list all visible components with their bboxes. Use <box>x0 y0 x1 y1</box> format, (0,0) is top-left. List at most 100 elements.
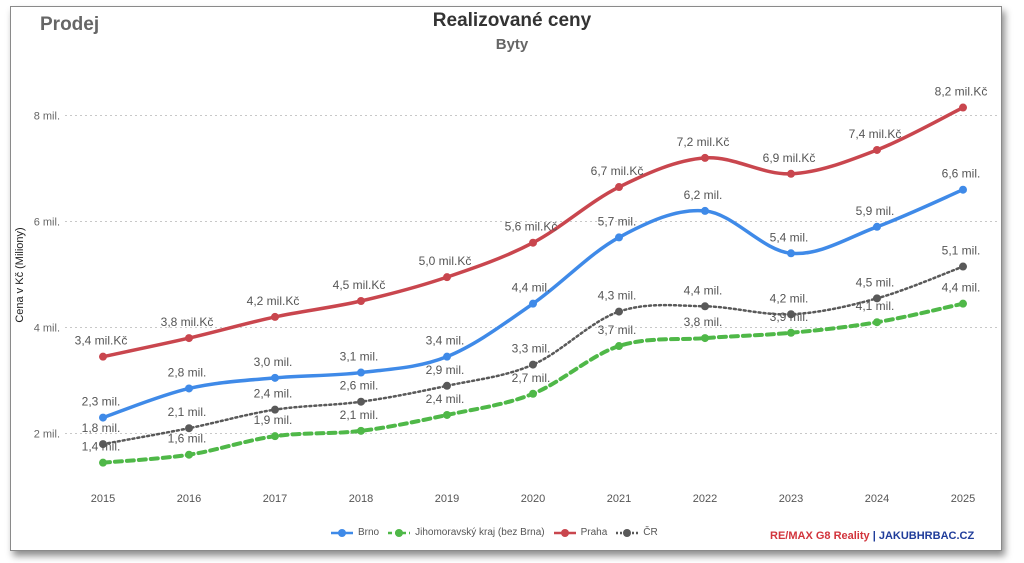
data-point <box>701 302 709 311</box>
brand-website: JAKUBHRBAC.CZ <box>878 530 975 542</box>
x-tick-label: 2024 <box>865 493 889 505</box>
data-point <box>443 410 451 419</box>
data-point <box>529 389 537 398</box>
legend-marker-icon <box>553 528 576 537</box>
data-label: 5,0 mil.Kč <box>419 254 472 268</box>
data-label: 2,6 mil. <box>340 379 379 393</box>
data-label: 2,8 mil. <box>168 365 207 379</box>
data-point <box>185 334 193 343</box>
legend-label: Brno <box>358 527 380 538</box>
data-label: 4,4 mil. <box>684 283 723 297</box>
chart-title: Realizované ceny <box>432 10 592 31</box>
x-tick-label: 2017 <box>263 493 287 505</box>
data-label: 1,8 mil. <box>82 421 121 435</box>
data-label: 5,1 mil. <box>942 244 981 258</box>
data-point <box>529 238 537 247</box>
x-tick-label: 2020 <box>521 493 545 505</box>
data-point <box>787 310 795 319</box>
data-label: 4,2 mil.Kč <box>247 294 300 308</box>
data-label: 6,2 mil. <box>684 188 723 202</box>
legend-label: Jihomoravský kraj (bez Brna) <box>415 527 545 538</box>
data-label: 4,5 mil.Kč <box>333 278 386 292</box>
data-point <box>185 384 193 393</box>
x-tick-label: 2023 <box>779 493 803 505</box>
data-label: 1,6 mil. <box>168 432 207 446</box>
data-label: 3,3 mil. <box>512 342 551 356</box>
data-point <box>185 424 193 433</box>
data-point <box>959 299 967 308</box>
x-tick-label: 2022 <box>693 493 717 505</box>
x-tick-label: 2015 <box>91 493 115 505</box>
data-point <box>357 397 365 406</box>
x-tick-label: 2016 <box>177 493 201 505</box>
data-point <box>443 381 451 390</box>
data-label: 6,7 mil.Kč <box>591 164 644 178</box>
y-tick-label: 4 mil. <box>34 323 60 335</box>
data-point <box>873 294 881 303</box>
data-label: 5,6 mil.Kč <box>505 220 558 234</box>
data-point <box>701 334 709 343</box>
data-point <box>615 307 623 316</box>
section-label: Prodej <box>40 14 100 35</box>
data-point <box>529 360 537 369</box>
data-label: 4,4 mil. <box>512 281 551 295</box>
data-label: 2,3 mil. <box>82 395 121 409</box>
data-point <box>873 318 881 327</box>
brand-separator: | <box>869 530 879 542</box>
data-label: 2,1 mil. <box>168 405 207 419</box>
data-label: 1,9 mil. <box>254 413 293 427</box>
data-point <box>529 299 537 308</box>
data-point <box>959 262 967 271</box>
x-tick-label: 2019 <box>435 493 459 505</box>
data-label: 4,3 mil. <box>598 289 637 303</box>
data-point <box>357 426 365 435</box>
legend-label: ČR <box>643 527 658 538</box>
data-point <box>615 342 623 351</box>
data-label: 3,1 mil. <box>340 350 379 364</box>
y-tick-label: 8 mil. <box>34 111 60 123</box>
data-point <box>99 352 107 361</box>
data-label: 3,8 mil.Kč <box>161 315 214 329</box>
data-label: 2,4 mil. <box>254 387 293 401</box>
data-point <box>873 145 881 154</box>
data-label: 4,1 mil. <box>856 299 895 313</box>
y-tick-label: 2 mil. <box>34 429 60 441</box>
data-label: 5,4 mil. <box>770 230 809 244</box>
data-label: 3,4 mil. <box>426 334 465 348</box>
x-tick-label: 2021 <box>607 493 631 505</box>
data-point <box>787 249 795 258</box>
x-tick-label: 2025 <box>951 493 975 505</box>
data-label: 8,2 mil.Kč <box>935 85 988 99</box>
data-label: 7,2 mil.Kč <box>677 135 730 149</box>
data-label: 4,2 mil. <box>770 291 809 305</box>
data-label: 3,7 mil. <box>598 323 637 337</box>
data-point <box>99 458 107 467</box>
chart-frame <box>10 6 1002 551</box>
data-label: 5,7 mil. <box>598 214 637 228</box>
legend-label: Praha <box>580 527 608 538</box>
x-tick-label: 2018 <box>349 493 373 505</box>
data-point <box>615 233 623 242</box>
data-point <box>959 103 967 112</box>
data-point <box>357 297 365 305</box>
legend-marker-icon <box>616 528 639 537</box>
data-label: 3,8 mil. <box>684 315 723 329</box>
data-label: 5,9 mil. <box>856 204 895 218</box>
data-label: 2,4 mil. <box>426 392 465 406</box>
data-point <box>701 153 709 162</box>
data-label: 4,5 mil. <box>856 275 895 289</box>
data-label: 1,4 mil. <box>82 440 121 454</box>
data-point <box>443 273 451 282</box>
y-tick-label: 6 mil. <box>34 217 60 229</box>
data-label: 4,4 mil. <box>942 281 981 295</box>
data-label: 2,9 mil. <box>426 363 465 377</box>
data-point <box>959 185 967 194</box>
y-axis-title: Cena v Kč (Miliony) <box>14 227 26 322</box>
data-point <box>357 368 365 377</box>
data-label: 6,6 mil. <box>942 167 981 181</box>
data-label: 2,7 mil. <box>512 371 551 385</box>
legend-item: Praha <box>553 527 608 538</box>
data-point <box>271 373 279 382</box>
legend: Brno Jihomoravský kraj (bez Brna) Praha ČR <box>330 527 666 538</box>
data-label: 3,4 mil.Kč <box>75 334 128 348</box>
